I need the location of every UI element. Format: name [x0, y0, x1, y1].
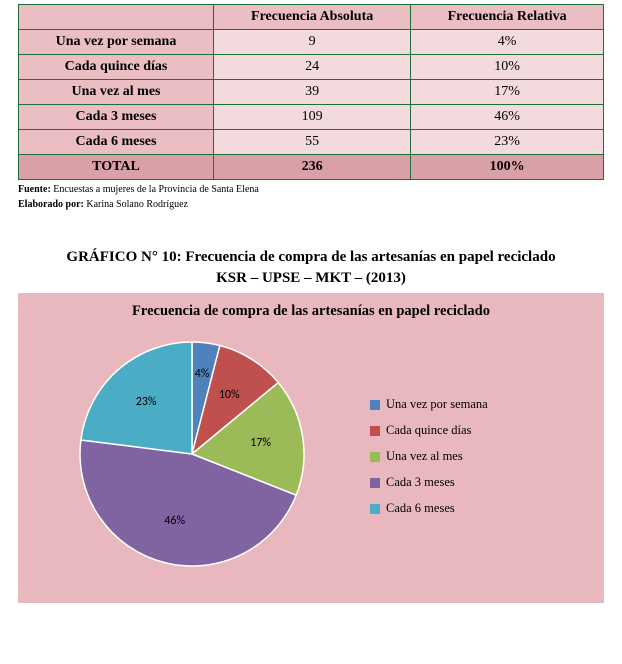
legend-label: Cada 3 meses: [386, 475, 455, 490]
pie-pct-label: 10%: [219, 388, 240, 402]
table-cell: 4%: [411, 30, 604, 55]
legend-swatch: [370, 452, 380, 462]
pie-pct-label: 23%: [136, 395, 157, 409]
chart-inner-title: Frecuencia de compra de las artesanías e…: [28, 303, 594, 320]
legend-item: Una vez al mes: [370, 449, 594, 464]
fuente-label: Fuente:: [18, 184, 51, 195]
table-row: Cada 6 meses5523%: [19, 130, 604, 155]
legend: Una vez por semana Cada quince días Una ve…: [370, 386, 594, 527]
table-cell: 39: [214, 80, 411, 105]
th-blank: [19, 5, 214, 30]
chart-outer-sub: KSR – UPSE – MKT – (2013): [18, 270, 604, 287]
th-rel: Frecuencia Relativa: [411, 5, 604, 30]
elab-label: Elaborado por:: [18, 199, 84, 210]
legend-swatch: [370, 504, 380, 514]
table-row: Cada 3 meses10946%: [19, 105, 604, 130]
table-cell: 17%: [411, 80, 604, 105]
table-cell: 55: [214, 130, 411, 155]
fuente-text: Encuestas a mujeres de la Provincia de S…: [51, 184, 259, 195]
chart-box: Frecuencia de compra de las artesanías e…: [18, 293, 604, 603]
legend-swatch: [370, 400, 380, 410]
table-cell: Cada 6 meses: [19, 130, 214, 155]
source-line-1: Fuente: Encuestas a mujeres de la Provin…: [18, 184, 604, 197]
pie-pct-label: 46%: [164, 514, 185, 528]
pie-chart: 4% 10% 17% 46% 23%: [32, 326, 352, 587]
table-cell: 109: [214, 105, 411, 130]
legend-item: Cada 3 meses: [370, 475, 594, 490]
table-cell: Una vez por semana: [19, 30, 214, 55]
table-cell: Cada quince días: [19, 55, 214, 80]
table-cell: Cada 3 meses: [19, 105, 214, 130]
table-cell: 9: [214, 30, 411, 55]
source-line-2: Elaborado por: Karina Solano Rodríguez: [18, 199, 604, 212]
table-row: Cada quince días2410%: [19, 55, 604, 80]
legend-swatch: [370, 478, 380, 488]
table-cell: 10%: [411, 55, 604, 80]
table-cell: 46%: [411, 105, 604, 130]
pie-pct-label: 17%: [250, 436, 271, 450]
legend-label: Una vez al mes: [386, 449, 463, 464]
table-cell: 23%: [411, 130, 604, 155]
table-cell: 24: [214, 55, 411, 80]
legend-label: Cada 6 meses: [386, 501, 455, 516]
table-row: Una vez al mes3917%: [19, 80, 604, 105]
table-cell: 236: [214, 155, 411, 180]
legend-item: Cada quince días: [370, 423, 594, 438]
legend-swatch: [370, 426, 380, 436]
table-cell: 100%: [411, 155, 604, 180]
chart-outer-title: GRÁFICO N° 10: Frecuencia de compra de l…: [18, 249, 604, 266]
pie-pct-label: 4%: [195, 367, 210, 381]
table-total-row: TOTAL236100%: [19, 155, 604, 180]
legend-item: Una vez por semana: [370, 397, 594, 412]
table-cell: TOTAL: [19, 155, 214, 180]
th-abs: Frecuencia Absoluta: [214, 5, 411, 30]
legend-label: Cada quince días: [386, 423, 471, 438]
table-row: Una vez por semana94%: [19, 30, 604, 55]
frequency-table: Frecuencia Absoluta Frecuencia Relativa …: [18, 4, 604, 180]
elab-text: Karina Solano Rodríguez: [84, 199, 188, 210]
legend-item: Cada 6 meses: [370, 501, 594, 516]
table-cell: Una vez al mes: [19, 80, 214, 105]
legend-label: Una vez por semana: [386, 397, 488, 412]
